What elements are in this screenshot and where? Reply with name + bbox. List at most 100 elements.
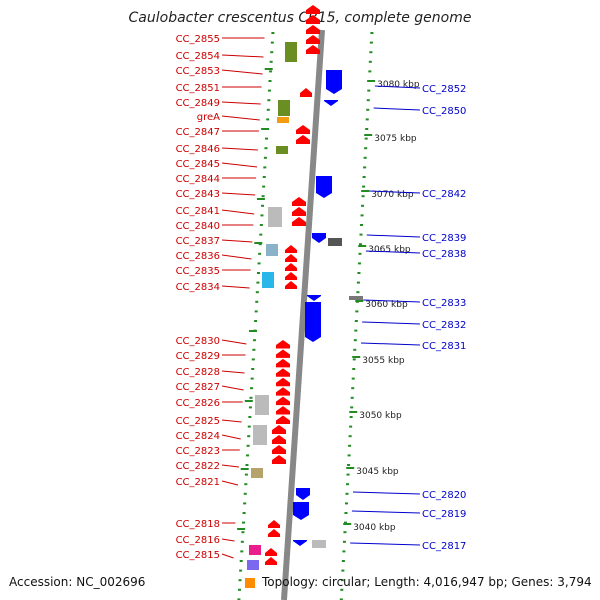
feature-block[interactable]: [245, 578, 255, 588]
feature-block[interactable]: [278, 100, 290, 116]
left-gene-label[interactable]: CC_2830: [176, 336, 220, 347]
feature-block[interactable]: [285, 42, 297, 62]
reverse-gene[interactable]: [326, 70, 342, 94]
left-gene-label[interactable]: CC_2845: [176, 159, 220, 170]
feature-block[interactable]: [255, 395, 269, 415]
left-gene-label[interactable]: CC_2835: [176, 266, 220, 277]
left-gene-label[interactable]: CC_2854: [176, 51, 220, 62]
forward-gene[interactable]: [306, 25, 320, 34]
forward-gene[interactable]: [276, 387, 290, 396]
left-gene-label[interactable]: CC_2847: [176, 127, 220, 138]
forward-gene[interactable]: [306, 15, 320, 24]
reverse-gene[interactable]: [293, 540, 307, 546]
feature-block[interactable]: [249, 545, 261, 555]
feature-block[interactable]: [268, 207, 282, 227]
reverse-gene[interactable]: [312, 233, 326, 243]
left-gene-label[interactable]: CC_2840: [176, 221, 220, 232]
feature-block[interactable]: [247, 560, 259, 570]
forward-gene[interactable]: [276, 368, 290, 377]
left-gene-label[interactable]: CC_2828: [176, 367, 220, 378]
reverse-gene[interactable]: [293, 502, 309, 520]
forward-gene[interactable]: [276, 415, 290, 424]
right-gene-label[interactable]: CC_2832: [422, 320, 466, 331]
left-gene-leader: [221, 464, 239, 468]
forward-gene[interactable]: [276, 396, 290, 406]
right-gene-label[interactable]: CC_2839: [422, 233, 466, 244]
forward-gene[interactable]: [306, 45, 320, 54]
forward-gene[interactable]: [285, 272, 297, 280]
forward-gene[interactable]: [285, 254, 297, 262]
reverse-gene[interactable]: [316, 176, 332, 198]
forward-gene[interactable]: [265, 557, 277, 565]
forward-gene[interactable]: [292, 207, 306, 216]
feature-block[interactable]: [276, 146, 288, 154]
forward-gene[interactable]: [276, 406, 290, 415]
forward-gene[interactable]: [296, 125, 310, 134]
forward-gene[interactable]: [306, 5, 320, 14]
feature-block[interactable]: [349, 296, 363, 300]
feature-block[interactable]: [262, 272, 274, 288]
right-gene-label[interactable]: CC_2842: [422, 189, 466, 200]
left-gene-label[interactable]: CC_2816: [176, 535, 220, 546]
forward-gene[interactable]: [306, 35, 320, 44]
right-gene-label[interactable]: CC_2820: [422, 490, 466, 501]
right-gene-label[interactable]: CC_2819: [422, 509, 466, 520]
forward-gene[interactable]: [276, 377, 290, 387]
right-gene-label[interactable]: CC_2852: [422, 84, 466, 95]
forward-gene[interactable]: [276, 340, 290, 349]
left-gene-label[interactable]: CC_2836: [176, 251, 220, 262]
left-gene-label[interactable]: CC_2829: [176, 351, 220, 362]
forward-gene[interactable]: [285, 281, 297, 289]
feature-block[interactable]: [312, 540, 326, 548]
forward-gene[interactable]: [272, 425, 286, 434]
left-gene-label[interactable]: CC_2846: [176, 144, 220, 155]
left-gene-label[interactable]: CC_2855: [176, 34, 220, 45]
forward-gene[interactable]: [272, 435, 286, 444]
forward-gene[interactable]: [272, 455, 286, 464]
right-gene-label[interactable]: CC_2838: [422, 249, 466, 260]
feature-block[interactable]: [328, 238, 342, 246]
forward-gene[interactable]: [292, 217, 306, 226]
right-gene-label[interactable]: CC_2817: [422, 541, 466, 552]
reverse-gene[interactable]: [296, 488, 310, 500]
left-gene-label[interactable]: CC_2825: [176, 416, 220, 427]
forward-gene[interactable]: [285, 245, 297, 253]
left-gene-label[interactable]: greA: [197, 112, 220, 123]
feature-block[interactable]: [253, 425, 267, 445]
left-gene-label[interactable]: CC_2824: [176, 431, 220, 442]
reverse-gene[interactable]: [307, 295, 321, 301]
forward-gene[interactable]: [292, 197, 306, 206]
right-gene-label[interactable]: CC_2850: [422, 106, 466, 117]
forward-gene[interactable]: [272, 445, 286, 454]
feature-block[interactable]: [266, 244, 278, 256]
forward-gene[interactable]: [265, 548, 277, 556]
left-gene-label[interactable]: CC_2851: [176, 83, 220, 94]
forward-gene[interactable]: [276, 349, 290, 358]
left-gene-label[interactable]: CC_2849: [176, 98, 220, 109]
reverse-gene[interactable]: [305, 302, 321, 342]
left-gene-label[interactable]: CC_2827: [176, 382, 220, 393]
forward-gene[interactable]: [285, 263, 297, 271]
left-gene-label[interactable]: CC_2815: [176, 550, 220, 561]
left-gene-label[interactable]: CC_2826: [176, 398, 220, 409]
left-gene-label[interactable]: CC_2843: [176, 189, 220, 200]
left-gene-label[interactable]: CC_2818: [176, 519, 220, 530]
reverse-gene[interactable]: [324, 100, 338, 106]
forward-gene[interactable]: [276, 358, 290, 368]
left-gene-label[interactable]: CC_2823: [176, 446, 220, 457]
forward-gene[interactable]: [300, 88, 312, 97]
left-gene-label[interactable]: CC_2821: [176, 477, 220, 488]
forward-gene[interactable]: [268, 520, 280, 528]
left-gene-label[interactable]: CC_2841: [176, 206, 220, 217]
left-gene-label[interactable]: CC_2844: [176, 174, 220, 185]
forward-gene[interactable]: [268, 529, 280, 537]
left-gene-label[interactable]: CC_2834: [176, 282, 220, 293]
left-gene-label[interactable]: CC_2822: [176, 461, 220, 472]
right-gene-label[interactable]: CC_2831: [422, 341, 466, 352]
feature-block[interactable]: [277, 117, 289, 123]
left-gene-label[interactable]: CC_2853: [176, 66, 220, 77]
left-gene-label[interactable]: CC_2837: [176, 236, 220, 247]
right-gene-label[interactable]: CC_2833: [422, 298, 466, 309]
feature-block[interactable]: [251, 468, 263, 478]
forward-gene[interactable]: [296, 135, 310, 144]
